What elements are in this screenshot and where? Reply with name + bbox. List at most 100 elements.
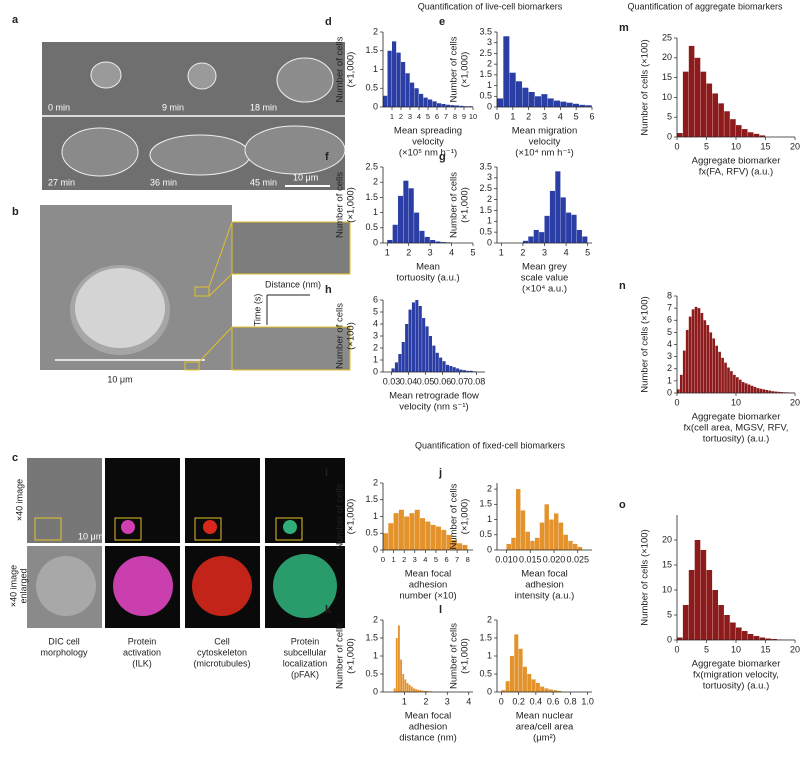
- x-axis-label: intensity (a.u.): [515, 591, 575, 602]
- bar: [677, 133, 683, 137]
- bar: [446, 534, 452, 550]
- y-axis-label: Number of cells (×100): [640, 39, 651, 135]
- x-axis-label: scale value: [521, 273, 569, 284]
- y-tick-label: 0.5: [365, 83, 378, 93]
- bar: [415, 689, 417, 692]
- x-tick-label: 0.06: [434, 376, 452, 386]
- bar: [582, 236, 588, 243]
- panel-letter: j: [438, 467, 442, 479]
- panel-letter: f: [325, 151, 329, 163]
- panel-letter: a: [12, 14, 19, 26]
- x-axis-label: distance (nm): [399, 733, 457, 744]
- x-tick-label: 2: [520, 247, 525, 257]
- bar: [437, 103, 442, 107]
- y-tick-label: 1: [487, 216, 492, 226]
- bar: [442, 361, 446, 372]
- header: Quantification of aggregate biomarkers: [627, 1, 783, 11]
- bar: [459, 369, 463, 372]
- panel-letter: n: [619, 280, 626, 292]
- bar: [516, 81, 523, 107]
- bar: [417, 689, 420, 692]
- y-axis-label: (×1,000): [460, 52, 471, 88]
- bar: [522, 240, 529, 243]
- cell-image: [40, 205, 351, 371]
- bar: [685, 329, 689, 393]
- time-label: 45 min: [250, 177, 277, 187]
- x-axis-label: fx(migration velocity,: [693, 670, 779, 681]
- column-label: (pFAK): [291, 669, 319, 679]
- x-tick-label: 0.015: [519, 554, 542, 564]
- bar: [563, 534, 568, 550]
- bar: [724, 111, 730, 137]
- x-axis-label: Mean focal: [521, 569, 567, 580]
- x-tick-label: 0.020: [543, 554, 566, 564]
- bar: [736, 377, 739, 393]
- column-label: (ILK): [132, 658, 152, 668]
- bar: [505, 681, 510, 692]
- x-tick-label: 3: [428, 247, 433, 257]
- y-tick-label: 0: [373, 686, 378, 696]
- bar: [540, 686, 545, 692]
- y-tick-label: 1: [373, 64, 378, 74]
- bar: [577, 546, 583, 550]
- bar: [440, 242, 446, 243]
- timelapse-image: [42, 42, 346, 190]
- bar: [741, 129, 748, 137]
- y-tick-label: 3.5: [479, 26, 492, 36]
- y-axis-label: (×100): [346, 322, 357, 350]
- bar: [452, 367, 456, 372]
- y-tick-label: 3: [667, 351, 672, 361]
- x-tick-label: 1: [499, 247, 504, 257]
- bar: [579, 104, 586, 107]
- bar: [406, 683, 409, 692]
- panel-letter: k: [325, 604, 332, 616]
- bar: [535, 96, 542, 107]
- bar: [395, 638, 398, 692]
- y-axis-label: Number of cells: [335, 36, 346, 102]
- y-tick-label: 10: [662, 92, 672, 102]
- row-label: ×40 image: [14, 479, 24, 521]
- bar: [410, 686, 413, 692]
- x-tick-label: 15: [760, 644, 770, 654]
- bar: [718, 605, 724, 640]
- x-tick-label: 2: [406, 247, 411, 257]
- bar: [462, 544, 468, 550]
- bar: [398, 195, 404, 243]
- y-tick-label: 2: [373, 26, 378, 36]
- bar: [522, 666, 527, 692]
- bar: [387, 50, 392, 107]
- row-label: ×40 image: [8, 565, 18, 607]
- bar: [451, 539, 457, 550]
- x-tick-label: 1: [385, 247, 390, 257]
- x-tick-label: 4: [449, 247, 454, 257]
- x-tick-label: 0.6: [547, 696, 560, 706]
- bar: [432, 345, 436, 372]
- y-tick-label: 25: [662, 32, 672, 42]
- bar: [446, 104, 451, 107]
- bar: [450, 105, 455, 107]
- bar: [765, 389, 769, 393]
- bar: [573, 543, 578, 550]
- fluorescence-images: [27, 458, 345, 628]
- bar: [419, 690, 422, 692]
- y-tick-label: 1.5: [479, 499, 492, 509]
- bar: [566, 102, 573, 107]
- row-label: enlarged: [18, 568, 28, 603]
- bar: [520, 510, 526, 550]
- y-tick-label: 0.5: [479, 91, 492, 101]
- bar: [747, 634, 754, 640]
- panel-letter: o: [619, 499, 626, 511]
- bar: [396, 52, 401, 107]
- y-tick-label: 0: [667, 634, 672, 644]
- bar: [774, 391, 777, 393]
- bar: [528, 236, 534, 243]
- x-tick-label: 0.05: [417, 376, 435, 386]
- y-tick-label: 1.5: [479, 632, 492, 642]
- y-tick-label: 1: [667, 375, 672, 385]
- y-axis-label: (×1,000): [460, 638, 471, 674]
- y-tick-label: 8: [667, 290, 672, 300]
- bar: [585, 105, 592, 107]
- x-axis-label: (μm²): [533, 733, 556, 744]
- y-axis-label: Number of cells: [449, 483, 460, 549]
- bar: [430, 524, 436, 550]
